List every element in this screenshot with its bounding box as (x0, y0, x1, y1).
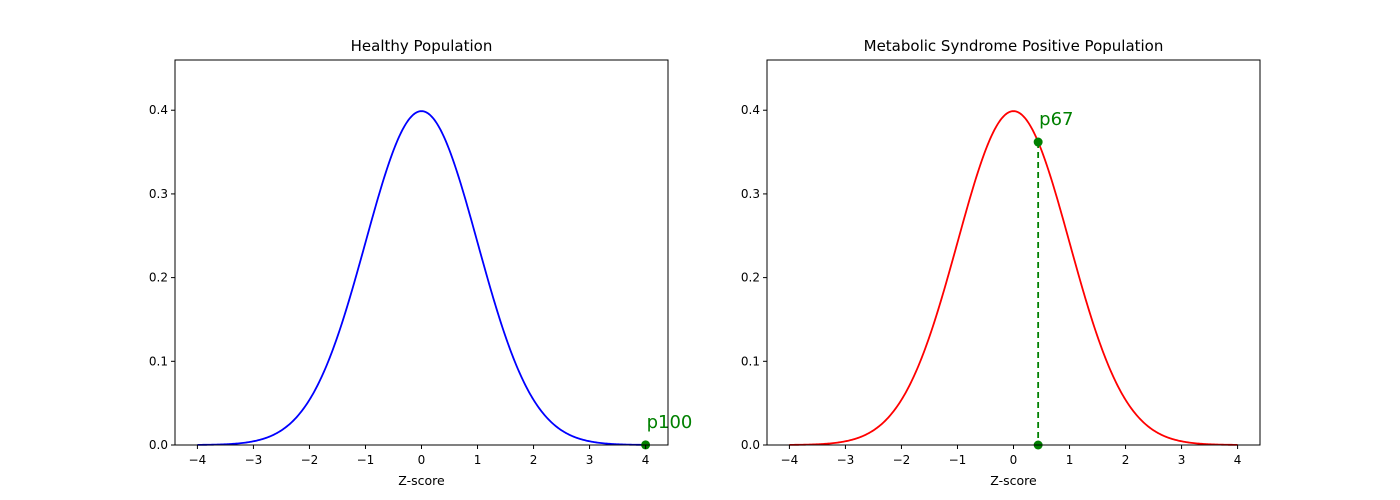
x-tick-label: −4 (189, 453, 207, 467)
chart-title: Healthy Population (351, 37, 493, 55)
x-tick-label: 3 (1178, 453, 1186, 467)
y-tick-label: 0.0 (149, 438, 168, 452)
x-tick-label: −3 (837, 453, 855, 467)
x-tick-label: 2 (1122, 453, 1130, 467)
x-tick-label: −1 (949, 453, 967, 467)
marker-label: p100 (647, 412, 693, 433)
x-tick-label: −4 (781, 453, 799, 467)
plot-frame (766, 59, 1261, 446)
x-tick-label: 2 (530, 453, 538, 467)
y-tick-label: 0.4 (149, 103, 168, 117)
y-tick-label: 0.2 (149, 271, 168, 285)
chart-panel-2: Metabolic Syndrome Positive Population p6… (741, 37, 1261, 488)
x-tick-label: 4 (1234, 453, 1242, 467)
chart-title: Metabolic Syndrome Positive Population (864, 37, 1164, 55)
y-tick-label: 0.1 (741, 354, 760, 368)
x-tick-label: 3 (586, 453, 594, 467)
x-tick-label: −1 (357, 453, 375, 467)
x-axis-label: Z-score (398, 473, 445, 488)
y-tick-label: 0.4 (741, 103, 760, 117)
marker-label: p67 (1039, 109, 1073, 130)
y-tick-label: 0.2 (741, 271, 760, 285)
y-tick-label: 0.0 (741, 438, 760, 452)
chart-panel-1: Healthy Population p100 −4 −3 −2 −1 0 1 2 3 4 0.0 0.… (149, 37, 692, 488)
y-tick-label: 0.3 (741, 187, 760, 201)
x-tick-label: 0 (418, 453, 426, 467)
y-tick-label: 0.3 (149, 187, 168, 201)
y-tick-label: 0.1 (149, 354, 168, 368)
x-tick-label: 4 (642, 453, 650, 467)
x-tick-label: −2 (893, 453, 911, 467)
x-tick-label: 1 (1066, 453, 1074, 467)
plot-frame (174, 59, 669, 446)
x-tick-label: 0 (1010, 453, 1018, 467)
series-line-1 (789, 110, 1238, 446)
series-line-1 (197, 110, 646, 446)
x-tick-label: −3 (245, 453, 263, 467)
x-axis-label: Z-score (990, 473, 1037, 488)
marker-point (1033, 137, 1043, 147)
x-tick-label: −2 (301, 453, 319, 467)
x-tick-label: 1 (474, 453, 482, 467)
